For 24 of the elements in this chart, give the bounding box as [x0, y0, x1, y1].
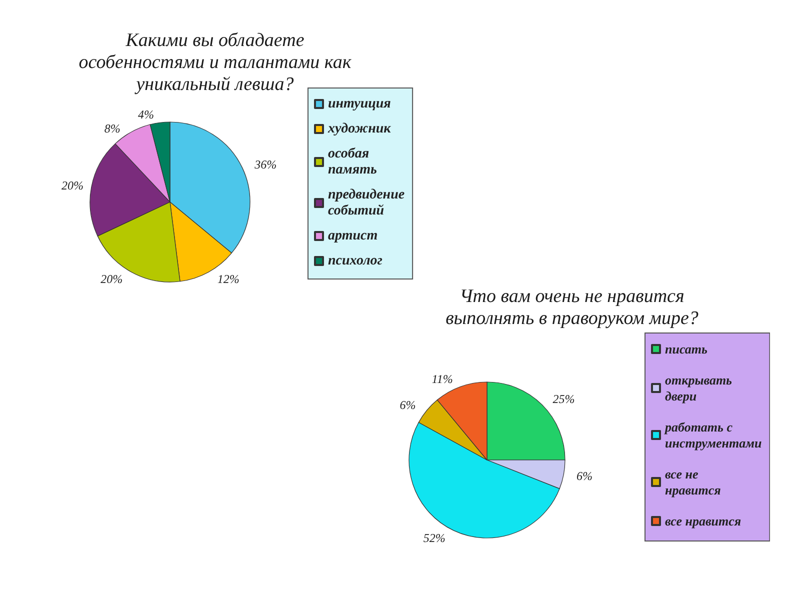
legend-label: артист [328, 228, 378, 244]
data-label: 6% [576, 469, 592, 484]
data-label: 20% [100, 272, 123, 286]
legend-label: художник [327, 122, 392, 136]
legend-label: интуиция [328, 96, 391, 112]
legend-label: психолог [328, 254, 382, 268]
legend-label: все нравится [665, 514, 742, 528]
legend-label: предвидение событий [328, 188, 405, 218]
data-label: 25% [552, 392, 575, 406]
data-label: 8% [104, 122, 120, 136]
legend-label: открывать двери [665, 372, 732, 404]
chart-title: Какими вы обладаете особенностями и талантами как уникальный левша? [78, 30, 352, 96]
legend-label: работать с инструментами [664, 420, 762, 450]
legend-label: писать [665, 342, 708, 356]
data-label: 12% [217, 272, 240, 286]
data-label: 4% [138, 108, 154, 122]
data-label: 6% [400, 398, 416, 412]
legend-label: все не нравится [665, 466, 722, 498]
chart-title: Что вам очень не нравится выполнять в праворуком мире? [444, 286, 700, 330]
data-label: 52% [423, 530, 446, 545]
data-label: 11% [432, 372, 453, 386]
data-label: 20% [62, 178, 84, 193]
data-label: 36% [254, 158, 277, 172]
legend-label: особая память [328, 146, 377, 178]
